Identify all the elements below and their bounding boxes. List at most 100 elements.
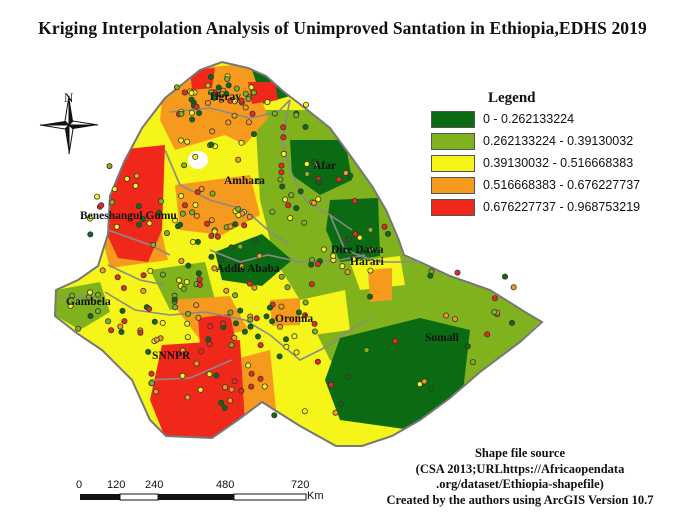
cluster-point (180, 285, 187, 292)
cluster-point (347, 172, 354, 179)
source-note: Shape file source (CSA 2013;URLhttps://A… (360, 446, 680, 508)
cluster-point (278, 169, 285, 176)
cluster-point (124, 175, 131, 182)
cluster-point (428, 385, 435, 392)
cluster-point (297, 188, 304, 195)
cluster-point (257, 342, 264, 349)
cluster-point (184, 320, 191, 327)
cluster-point (232, 292, 239, 299)
cluster-point (67, 302, 74, 309)
region-label-snnpr: SNNPR (152, 350, 191, 362)
scale-tick-label: 240 (145, 479, 164, 491)
cluster-point (282, 196, 289, 203)
cluster-point (266, 304, 273, 311)
map-title: Kriging Interpolation Analysis of Unimpr… (38, 18, 647, 38)
cluster-point (280, 124, 287, 131)
legend-swatch (431, 154, 475, 172)
cluster-point (303, 160, 310, 167)
cluster-point (218, 256, 225, 263)
cluster-point (293, 205, 300, 212)
cluster-point (276, 353, 283, 360)
cluster-point (114, 274, 121, 281)
cluster-point (227, 397, 234, 404)
cluster-point (207, 74, 214, 81)
cluster-point (133, 172, 140, 179)
cluster-point (249, 110, 256, 117)
cluster-point (350, 255, 357, 262)
cluster-point (280, 150, 287, 157)
cluster-point (218, 399, 225, 406)
cluster-point (228, 244, 235, 251)
cluster-point (302, 299, 309, 306)
cluster-point (146, 305, 153, 312)
legend-swatch (431, 176, 475, 194)
cluster-point (368, 246, 375, 253)
region-label-oromia: Oromia (275, 313, 313, 325)
cluster-point (153, 336, 160, 343)
scale-bar (80, 493, 307, 501)
cluster-point (163, 230, 170, 237)
cluster-point (250, 131, 257, 138)
cluster-point (211, 265, 218, 272)
cluster-point (254, 333, 261, 340)
legend-item: 0 - 0.262133224 (431, 109, 574, 129)
cluster-point (308, 281, 315, 288)
cluster-point (184, 138, 191, 145)
cluster-point (176, 277, 183, 284)
source-line: Shape file source (474, 446, 566, 460)
cluster-point (246, 213, 253, 220)
cluster-point (269, 208, 276, 215)
cluster-point (137, 329, 144, 336)
legend-item: 0.676227737 - 0.968753219 (431, 197, 640, 217)
cluster-point (181, 89, 188, 96)
cluster-point (508, 319, 515, 326)
cluster-point (211, 228, 218, 235)
cluster-point (87, 215, 94, 222)
region-label-tigray: Tigray (208, 91, 241, 103)
cluster-point (204, 82, 211, 89)
cluster-point (337, 401, 344, 408)
scale-tick-label: 480 (216, 479, 235, 491)
cluster-point (271, 412, 278, 419)
cluster-point (339, 263, 346, 270)
cluster-point (332, 409, 339, 416)
cluster-point (148, 370, 155, 377)
cluster-point (204, 100, 211, 107)
cluster-point (189, 209, 196, 216)
cluster-point (193, 103, 200, 110)
cluster-point (301, 219, 308, 226)
cluster-point (99, 267, 106, 274)
cluster-point (183, 278, 190, 285)
cluster-point (310, 199, 317, 206)
cluster-point (75, 325, 82, 332)
cluster-point (315, 179, 322, 186)
cluster-point (238, 139, 245, 146)
cluster-point (224, 76, 231, 83)
cluster-point (242, 90, 249, 97)
cluster-point (510, 284, 517, 291)
cluster-point (231, 378, 238, 385)
cluster-point (252, 237, 259, 244)
cluster-point (384, 230, 391, 237)
cluster-point (221, 404, 228, 411)
cluster-point (231, 334, 238, 341)
cluster-point (207, 323, 214, 330)
cluster-point (120, 284, 127, 291)
cluster-point (351, 197, 358, 204)
cluster-point (225, 119, 232, 126)
cluster-point (192, 201, 199, 208)
cluster-point (356, 234, 363, 241)
cluster-point (136, 221, 143, 228)
cluster-point (287, 215, 294, 222)
cluster-point (469, 359, 476, 366)
scale-tick-label: 720 (291, 479, 310, 491)
cluster-point (227, 223, 234, 230)
cluster-point (87, 289, 94, 296)
cluster-point (196, 110, 203, 117)
cluster-point (235, 212, 242, 219)
cluster-point (454, 269, 461, 276)
cluster-point (158, 198, 165, 205)
cluster-point (177, 137, 184, 144)
cluster-point (344, 269, 351, 276)
cluster-point (140, 287, 147, 294)
